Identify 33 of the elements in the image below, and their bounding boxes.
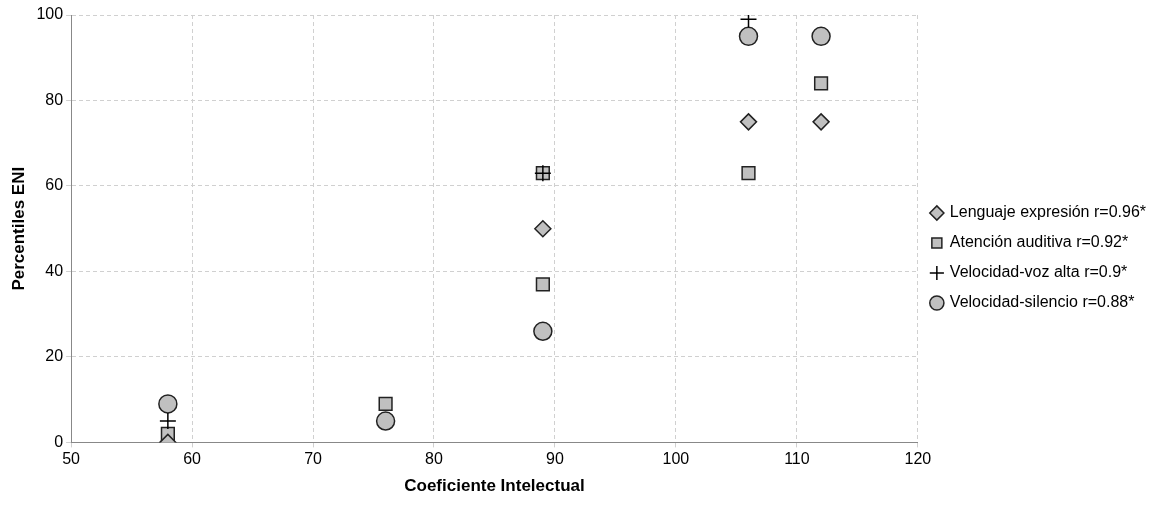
legend-label: Velocidad-silencio r=0.88* xyxy=(949,293,1135,311)
x-tick-label: 100 xyxy=(662,450,690,468)
y-tick-label: 80 xyxy=(45,90,64,108)
y-tick-label: 40 xyxy=(45,261,64,279)
y-axis-title: Percentiles ENI xyxy=(8,166,28,291)
x-tick-label: 90 xyxy=(546,450,564,468)
point xyxy=(375,411,396,431)
x-axis-title: Coeficiente Intelectual xyxy=(404,476,585,496)
point xyxy=(535,277,550,292)
point xyxy=(158,394,178,414)
point xyxy=(813,76,829,91)
legend-label: Velocidad-voz alta r=0.9* xyxy=(949,263,1128,281)
point xyxy=(741,166,756,181)
legend-label: Lenguaje expresión r=0.96* xyxy=(949,203,1147,221)
y-tick-label: 20 xyxy=(45,347,64,365)
y-tick-label: 0 xyxy=(54,432,64,450)
x-tick-label: 50 xyxy=(62,450,81,468)
point xyxy=(739,113,758,131)
x-tick-label: 80 xyxy=(425,450,443,468)
point xyxy=(811,26,831,47)
point xyxy=(812,113,830,131)
y-tick-label: 100 xyxy=(36,5,64,23)
point xyxy=(533,321,553,342)
x-tick-label: 110 xyxy=(784,450,810,468)
point xyxy=(159,412,177,430)
y-tick-label: 60 xyxy=(45,176,64,194)
legend-label: Atención auditiva r=0.92* xyxy=(949,233,1129,251)
x-tick-label: 60 xyxy=(183,450,202,468)
x-tick-label: 120 xyxy=(904,450,932,468)
point xyxy=(738,26,759,47)
point xyxy=(534,219,552,238)
point xyxy=(378,396,393,412)
x-tick-label: 70 xyxy=(304,450,323,468)
